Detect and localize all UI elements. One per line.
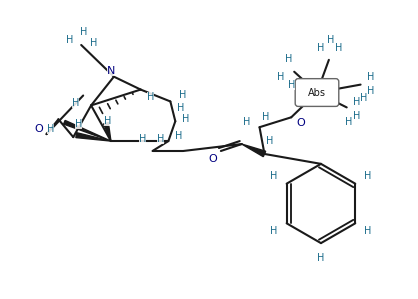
Text: H: H — [66, 35, 73, 45]
Text: H: H — [181, 114, 189, 124]
Text: H: H — [335, 43, 342, 53]
Polygon shape — [64, 120, 111, 141]
Text: H: H — [317, 253, 325, 263]
Text: H: H — [262, 112, 269, 122]
Text: H: H — [317, 43, 325, 53]
Text: H: H — [345, 117, 352, 127]
Text: H: H — [270, 226, 278, 236]
Text: H: H — [81, 27, 88, 37]
Text: H: H — [175, 131, 182, 141]
Text: H: H — [178, 89, 186, 100]
Text: H: H — [90, 38, 98, 48]
Text: H: H — [147, 92, 154, 103]
Text: H: H — [285, 54, 292, 64]
Text: H: H — [364, 226, 372, 236]
Text: H: H — [277, 72, 284, 82]
Text: H: H — [288, 80, 295, 90]
Polygon shape — [242, 144, 266, 157]
Text: H: H — [266, 136, 273, 146]
Text: H: H — [367, 86, 374, 96]
Polygon shape — [76, 133, 111, 141]
Text: H: H — [367, 72, 374, 82]
Text: H: H — [243, 117, 250, 127]
Text: H: H — [71, 98, 79, 109]
Text: O: O — [209, 154, 217, 164]
Text: H: H — [139, 134, 146, 144]
Text: H: H — [176, 103, 184, 113]
Text: O: O — [297, 118, 306, 128]
Text: H: H — [74, 119, 82, 129]
Text: O: O — [34, 124, 43, 134]
Text: Abs: Abs — [308, 88, 326, 97]
Text: H: H — [360, 94, 367, 103]
Text: N: N — [107, 66, 115, 76]
Text: H: H — [270, 171, 278, 181]
Text: H: H — [353, 111, 360, 121]
Text: H: H — [104, 116, 112, 126]
Text: H: H — [327, 35, 334, 45]
FancyBboxPatch shape — [295, 79, 339, 106]
Text: H: H — [157, 134, 164, 144]
Text: H: H — [364, 171, 372, 181]
Text: H: H — [47, 124, 54, 134]
Polygon shape — [104, 123, 111, 141]
Text: H: H — [353, 97, 360, 107]
